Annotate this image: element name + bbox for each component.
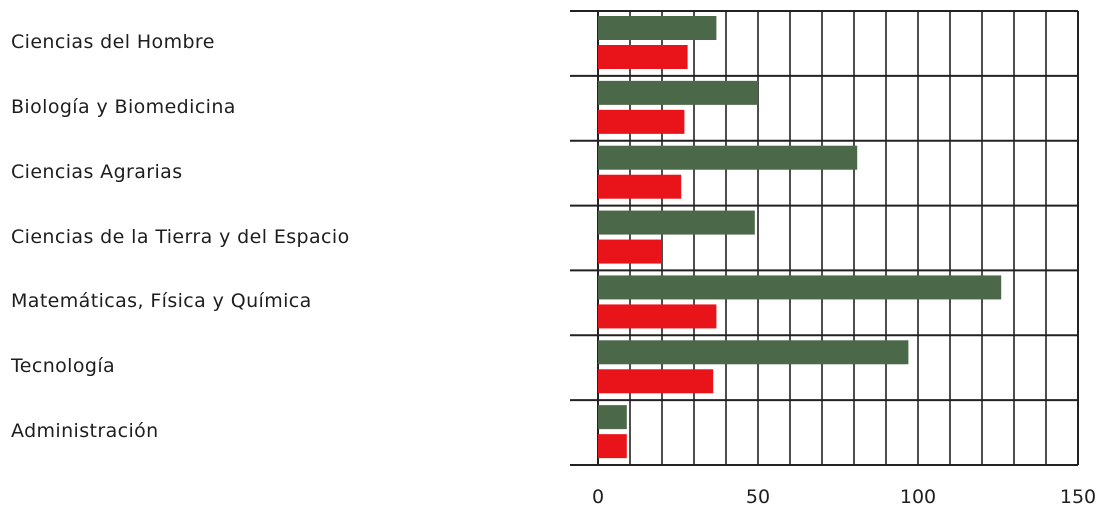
x-tick-label: 0 <box>591 486 605 508</box>
category-label: Matemáticas, Física y Química <box>11 290 312 313</box>
bar-red-3 <box>598 174 682 199</box>
bar-green-3 <box>598 145 858 170</box>
bar-green-6 <box>598 340 909 365</box>
category-label: Ciencias del Hombre <box>11 31 215 53</box>
bar-green-1 <box>598 16 717 40</box>
category-label: Tecnología <box>11 355 116 378</box>
x-tick-label: 150 <box>1059 486 1097 508</box>
category-label: Biología y Biomedicina <box>11 95 236 118</box>
bar-green-7 <box>598 405 627 430</box>
bar-green-4 <box>598 210 755 235</box>
category-label: Administración <box>11 420 159 443</box>
bar-red-5 <box>598 304 717 329</box>
bar-red-1 <box>598 45 688 69</box>
bar-red-7 <box>598 434 627 459</box>
x-tick-label: 50 <box>745 486 771 508</box>
x-tick-label: 100 <box>899 486 937 508</box>
category-label: Ciencias Agrarias <box>11 160 183 183</box>
bar-red-2 <box>598 109 685 134</box>
category-label: Ciencias de la Tierra y del Espacio <box>11 225 350 248</box>
bar-red-6 <box>598 369 714 394</box>
bar-red-4 <box>598 239 662 264</box>
bar-green-2 <box>598 80 758 105</box>
bar-green-5 <box>598 275 1002 300</box>
